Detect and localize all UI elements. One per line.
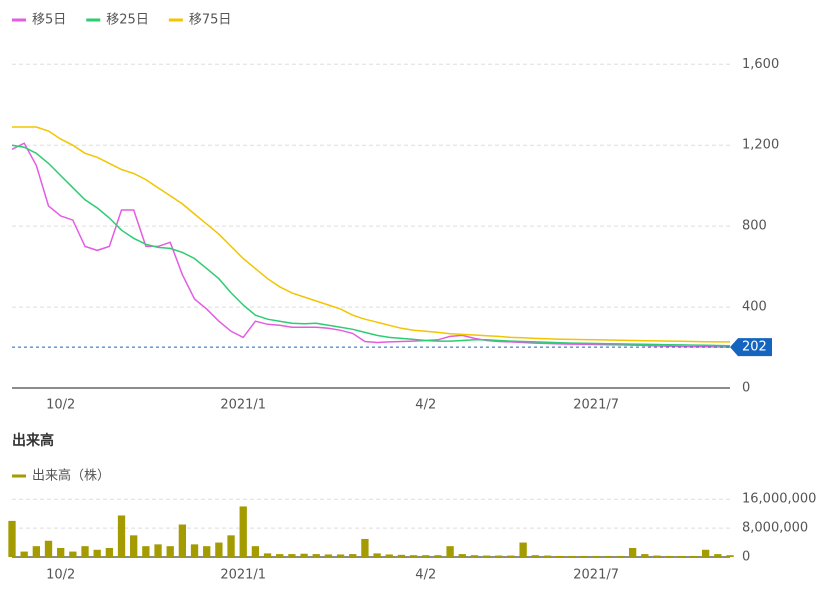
volume-bar xyxy=(373,553,381,557)
volume-bar xyxy=(142,546,150,557)
x-tick-label: 10/2 xyxy=(46,398,75,413)
volume-bar xyxy=(531,555,539,557)
x-tick-label: 4/2 xyxy=(415,568,436,583)
y-tick-label: 0 xyxy=(742,381,750,396)
volume-bar xyxy=(470,555,479,557)
volume-bar xyxy=(44,540,53,557)
volume-bar xyxy=(641,554,649,557)
legend-label: 出来高（株） xyxy=(32,468,110,484)
volume-bar xyxy=(32,546,40,557)
y-tick-label: 400 xyxy=(742,300,767,315)
y-tick-label: 16,000,000 xyxy=(742,492,816,507)
volume-bar xyxy=(117,515,126,557)
legend-label: 移75日 xyxy=(189,13,232,28)
last-price-label: 202 xyxy=(742,340,767,355)
volume-bar xyxy=(702,549,710,557)
volume-bar xyxy=(714,554,722,557)
volume-bar xyxy=(580,555,588,557)
volume-bar xyxy=(409,555,418,557)
ma-line xyxy=(11,144,731,347)
volume-bar xyxy=(653,555,661,557)
volume-bar xyxy=(105,547,114,557)
ma-line xyxy=(12,126,730,343)
volume-bar xyxy=(8,520,16,557)
volume-bar xyxy=(130,535,138,557)
volume-bar xyxy=(203,546,211,557)
y-tick-label: 1,200 xyxy=(742,138,779,153)
x-tick-label: 2021/1 xyxy=(220,398,266,413)
volume-title: 出来高 xyxy=(12,432,54,449)
volume-bar xyxy=(239,506,247,557)
volume-bar xyxy=(555,555,564,557)
x-tick-label: 4/2 xyxy=(415,398,436,413)
last-price-badge xyxy=(730,338,772,357)
volume-bar xyxy=(336,554,345,557)
ma-line xyxy=(11,142,731,348)
volume-bar xyxy=(507,555,515,557)
volume-bar xyxy=(154,544,162,557)
volume-bar xyxy=(361,538,369,557)
volume-bar xyxy=(324,554,333,557)
volume-bar xyxy=(20,551,28,557)
volume-bar xyxy=(726,555,734,557)
volume-bar xyxy=(519,542,527,557)
volume-bar xyxy=(689,555,698,557)
volume-bar xyxy=(57,547,65,557)
volume-bar xyxy=(446,546,454,557)
volume-bar xyxy=(300,553,308,557)
volume-bar xyxy=(81,546,89,557)
volume-bar xyxy=(215,542,223,557)
volume-bar xyxy=(190,544,199,557)
x-tick-label: 10/2 xyxy=(46,568,75,583)
x-tick-label: 2021/1 xyxy=(220,568,266,583)
volume-bar xyxy=(251,546,260,557)
y-tick-label: 0 xyxy=(742,550,750,565)
volume-bar xyxy=(458,554,466,557)
x-tick-label: 2021/7 xyxy=(573,398,619,413)
volume-bar xyxy=(543,555,552,557)
volume-bar xyxy=(227,535,235,557)
volume-bar xyxy=(385,554,393,557)
volume-bar xyxy=(592,555,600,557)
legend-label: 移25日 xyxy=(106,13,149,28)
volume-bar xyxy=(677,555,685,557)
volume-bar xyxy=(482,555,491,557)
y-tick-label: 8,000,000 xyxy=(742,521,808,536)
volume-bar xyxy=(434,555,442,557)
volume-bar xyxy=(276,554,284,557)
volume-bar xyxy=(349,554,357,557)
volume-bar xyxy=(93,549,101,557)
volume-bar xyxy=(604,555,612,557)
volume-bar xyxy=(628,547,637,557)
volume-bar xyxy=(178,524,187,557)
volume-bar xyxy=(312,554,320,557)
y-tick-label: 800 xyxy=(742,219,767,234)
y-tick-label: 1,600 xyxy=(742,57,779,72)
volume-bar xyxy=(422,555,430,557)
volume-bar xyxy=(568,555,576,557)
volume-bar xyxy=(263,553,272,557)
volume-bar xyxy=(166,546,174,557)
volume-bar xyxy=(397,554,406,557)
volume-bar xyxy=(616,555,625,557)
volume-bar xyxy=(288,554,296,557)
x-tick-label: 2021/7 xyxy=(573,568,619,583)
volume-bar xyxy=(69,551,77,557)
legend-label: 移5日 xyxy=(32,13,66,28)
volume-bar xyxy=(665,555,673,557)
volume-bar xyxy=(495,555,503,557)
